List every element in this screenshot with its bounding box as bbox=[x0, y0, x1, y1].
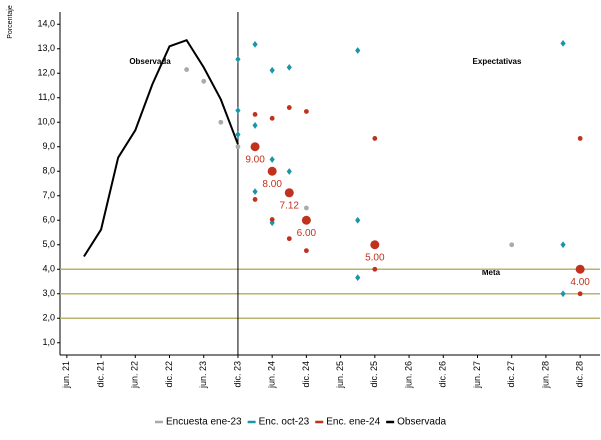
point bbox=[286, 168, 292, 175]
point bbox=[269, 156, 275, 163]
y-tick-label: 2,0 bbox=[42, 313, 55, 323]
x-tick-label: jun. 27 bbox=[472, 361, 482, 389]
data-label: 6.00 bbox=[297, 228, 317, 239]
annotation: Expectativas bbox=[473, 57, 522, 66]
legend-label: Encuesta ene-23 bbox=[166, 417, 242, 428]
point bbox=[250, 142, 260, 152]
point bbox=[509, 242, 515, 248]
x-tick-label: dic. 26 bbox=[438, 361, 448, 388]
point bbox=[286, 236, 292, 242]
x-tick-label: jun. 23 bbox=[198, 361, 208, 389]
point bbox=[252, 112, 258, 117]
y-tick-label: 8,0 bbox=[42, 166, 55, 176]
x-tick-label: dic. 22 bbox=[164, 361, 174, 388]
y-tick-label: 7,0 bbox=[42, 190, 55, 200]
point bbox=[235, 131, 241, 138]
point bbox=[577, 291, 583, 297]
x-tick-label: dic. 27 bbox=[506, 361, 516, 388]
point bbox=[370, 240, 380, 250]
x-tick-label: dic. 24 bbox=[301, 361, 311, 388]
point bbox=[303, 248, 309, 254]
legend-label: Enc. oct-23 bbox=[259, 417, 310, 428]
annotation: Observada bbox=[129, 57, 171, 66]
y-tick-label: 13,0 bbox=[37, 43, 55, 53]
x-tick-label: dic. 21 bbox=[95, 361, 105, 388]
point bbox=[218, 119, 224, 125]
point bbox=[201, 78, 207, 84]
point bbox=[560, 39, 566, 47]
point bbox=[184, 67, 190, 72]
point bbox=[269, 217, 275, 222]
point bbox=[575, 264, 585, 274]
annotation: Meta bbox=[482, 268, 501, 277]
point bbox=[235, 55, 241, 63]
data-label: 5.00 bbox=[365, 252, 385, 263]
point bbox=[252, 188, 258, 195]
x-tick-label: jun. 26 bbox=[403, 361, 413, 389]
point bbox=[355, 274, 361, 281]
y-axis-label: Porcentaje bbox=[7, 5, 14, 39]
point bbox=[355, 47, 361, 54]
point bbox=[372, 266, 378, 272]
data-label: 4.00 bbox=[570, 277, 590, 288]
y-tick-label: 11,0 bbox=[38, 92, 55, 102]
point bbox=[301, 215, 311, 225]
point bbox=[355, 216, 361, 224]
point bbox=[269, 66, 275, 74]
x-tick-label: jun. 25 bbox=[335, 361, 345, 389]
legend-label: Observada bbox=[397, 417, 446, 428]
legend-label: Enc. ene-24 bbox=[326, 417, 380, 428]
x-tick-label: dic. 25 bbox=[369, 361, 379, 388]
point bbox=[560, 241, 566, 249]
y-tick-label: 3,0 bbox=[42, 288, 55, 298]
point bbox=[303, 109, 309, 114]
point bbox=[372, 136, 378, 141]
x-tick-label: jun. 22 bbox=[130, 361, 140, 389]
point bbox=[286, 105, 292, 110]
point bbox=[286, 63, 292, 71]
y-tick-label: 1,0 bbox=[42, 337, 55, 347]
x-tick-label: jun. 28 bbox=[540, 361, 550, 389]
point bbox=[267, 166, 277, 176]
x-tick-label: dic. 23 bbox=[232, 361, 242, 388]
point bbox=[235, 107, 241, 114]
x-tick-label: jun. 24 bbox=[267, 361, 277, 389]
y-tick-label: 6,0 bbox=[42, 215, 55, 225]
point bbox=[284, 188, 294, 198]
point bbox=[577, 136, 583, 141]
data-label: 9.00 bbox=[245, 154, 265, 165]
point bbox=[252, 122, 258, 129]
y-tick-label: 4,0 bbox=[42, 264, 55, 274]
point bbox=[252, 40, 258, 48]
y-tick-label: 9,0 bbox=[42, 141, 55, 151]
point bbox=[235, 144, 241, 150]
y-tick-label: 5,0 bbox=[42, 239, 55, 249]
x-tick-label: dic. 28 bbox=[575, 361, 585, 388]
x-tick-label: jun. 21 bbox=[61, 361, 71, 389]
point bbox=[252, 197, 258, 202]
y-tick-label: 14,0 bbox=[37, 19, 55, 29]
series-line bbox=[83, 38, 239, 258]
data-label: 7.12 bbox=[280, 200, 300, 211]
data-label: 8.00 bbox=[262, 179, 282, 190]
y-tick-label: 10,0 bbox=[37, 117, 55, 127]
legend: Encuesta ene-23 Enc. oct-23 Enc. ene-24 Obs… bbox=[155, 417, 447, 428]
point bbox=[269, 115, 275, 121]
point bbox=[303, 205, 309, 211]
y-tick-label: 12,0 bbox=[37, 68, 55, 78]
point bbox=[560, 290, 566, 298]
